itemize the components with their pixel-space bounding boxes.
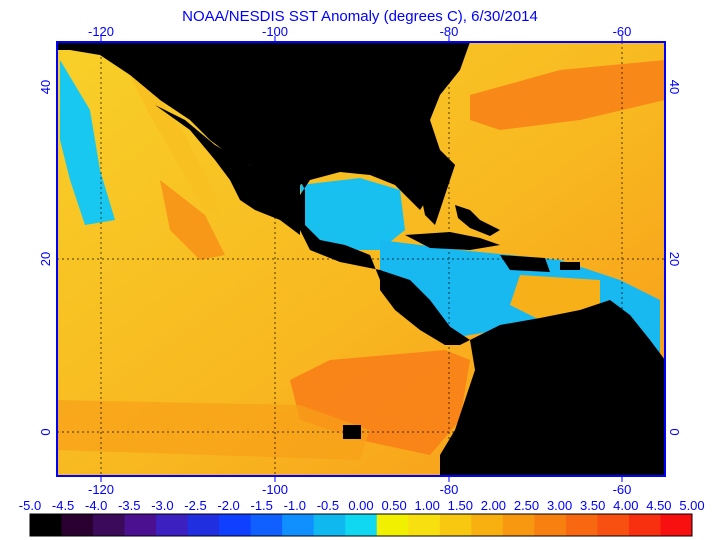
land-mexico — [155, 105, 310, 235]
colorbar-label: 3.50 — [580, 498, 605, 513]
land-bahamas — [455, 205, 500, 236]
bottom-tick-lon-3: -80 — [440, 482, 459, 497]
colorbar-label: -4.5 — [52, 498, 74, 513]
top-tick-lon-3: -80 — [440, 24, 459, 39]
colorbar-swatch — [502, 514, 535, 536]
bottom-tick-lon-4: -60 — [613, 482, 632, 497]
colorbar-swatch — [345, 514, 378, 536]
tick-marks — [100, 36, 623, 482]
land-puerto-rico — [560, 262, 580, 270]
colorbar-label: -1.5 — [250, 498, 272, 513]
land-cuba — [405, 232, 500, 250]
bottom-tick-lon-1: -120 — [88, 482, 114, 497]
gridlines — [57, 42, 665, 476]
colorbar-label: 5.00 — [679, 498, 704, 513]
left-tick-lat-0: 0 — [38, 428, 53, 435]
colorbar-swatch — [30, 514, 63, 536]
colorbar-label: 0.00 — [348, 498, 373, 513]
left-tick-lat-20: 20 — [38, 252, 53, 266]
colorbar-swatch — [628, 514, 661, 536]
colorbar-label: 4.00 — [613, 498, 638, 513]
land-north-america — [57, 42, 470, 345]
colorbar-label: -3.0 — [151, 498, 173, 513]
colorbar-swatch — [660, 514, 693, 536]
colorbar-label: -2.0 — [217, 498, 239, 513]
colorbar-label: 1.00 — [415, 498, 440, 513]
map-area — [57, 42, 665, 476]
colorbar-swatch — [313, 514, 346, 536]
colorbar-label: 3.00 — [547, 498, 572, 513]
right-tick-lat-20: 20 — [667, 252, 682, 266]
colorbar-swatch — [250, 514, 283, 536]
colorbar-frame — [29, 513, 693, 537]
left-tick-lat-40: 40 — [38, 80, 53, 94]
colorbar-swatch — [597, 514, 630, 536]
colorbar-label: -1.0 — [284, 498, 306, 513]
colorbar-swatch — [124, 514, 157, 536]
warm-anomaly-north-atlantic — [470, 60, 665, 130]
colorbar-label: 2.50 — [514, 498, 539, 513]
colorbar-swatch — [471, 514, 504, 536]
warm-anomaly-caribbean-center — [510, 275, 600, 320]
top-tick-lon-2: -100 — [262, 24, 288, 39]
colorbar-swatch — [376, 514, 409, 536]
map-title: NOAA/NESDIS SST Anomaly (degrees C), 6/3… — [182, 8, 538, 25]
bottom-tick-lon-2: -100 — [262, 482, 288, 497]
colorbar-swatch — [565, 514, 598, 536]
land-central-america — [380, 270, 460, 345]
colorbar-swatch — [534, 514, 567, 536]
colorbar-label: -2.5 — [184, 498, 206, 513]
cool-anomaly-gulf-of-mexico — [300, 178, 405, 250]
colorbar-label: -4.0 — [85, 498, 107, 513]
colorbar-swatch — [61, 514, 94, 536]
warm-anomaly-equatorial-band — [57, 400, 370, 460]
right-tick-lat-0: 0 — [667, 428, 682, 435]
land-baja-california — [130, 75, 220, 215]
colorbar-label: 0.50 — [381, 498, 406, 513]
colorbar-swatch — [219, 514, 252, 536]
colorbar-label: -5.0 — [19, 498, 41, 513]
colorbar-label: 2.00 — [481, 498, 506, 513]
colorbar-label: -3.5 — [118, 498, 140, 513]
colorbar-label: 4.50 — [646, 498, 671, 513]
colorbar-label: 1.50 — [448, 498, 473, 513]
colorbar-swatch — [408, 514, 441, 536]
top-tick-lon-1: -120 — [88, 24, 114, 39]
map-frame — [56, 41, 666, 477]
colorbar-swatch — [156, 514, 189, 536]
colorbar-label: -0.5 — [317, 498, 339, 513]
colorbar-swatch — [282, 514, 315, 536]
colorbar-swatch — [187, 514, 220, 536]
land-florida — [420, 150, 455, 225]
warm-anomaly-coastal-baja — [160, 180, 225, 260]
colorbar: -5.0 -4.5 -4.0 -3.5 -3.0 -2.5 -2.0 -1.5 -1.0 -0.5… — [19, 498, 705, 537]
top-tick-lon-4: -60 — [613, 24, 632, 39]
right-tick-lat-40: 40 — [667, 80, 682, 94]
colorbar-swatch — [439, 514, 472, 536]
colorbar-swatch — [93, 514, 126, 536]
